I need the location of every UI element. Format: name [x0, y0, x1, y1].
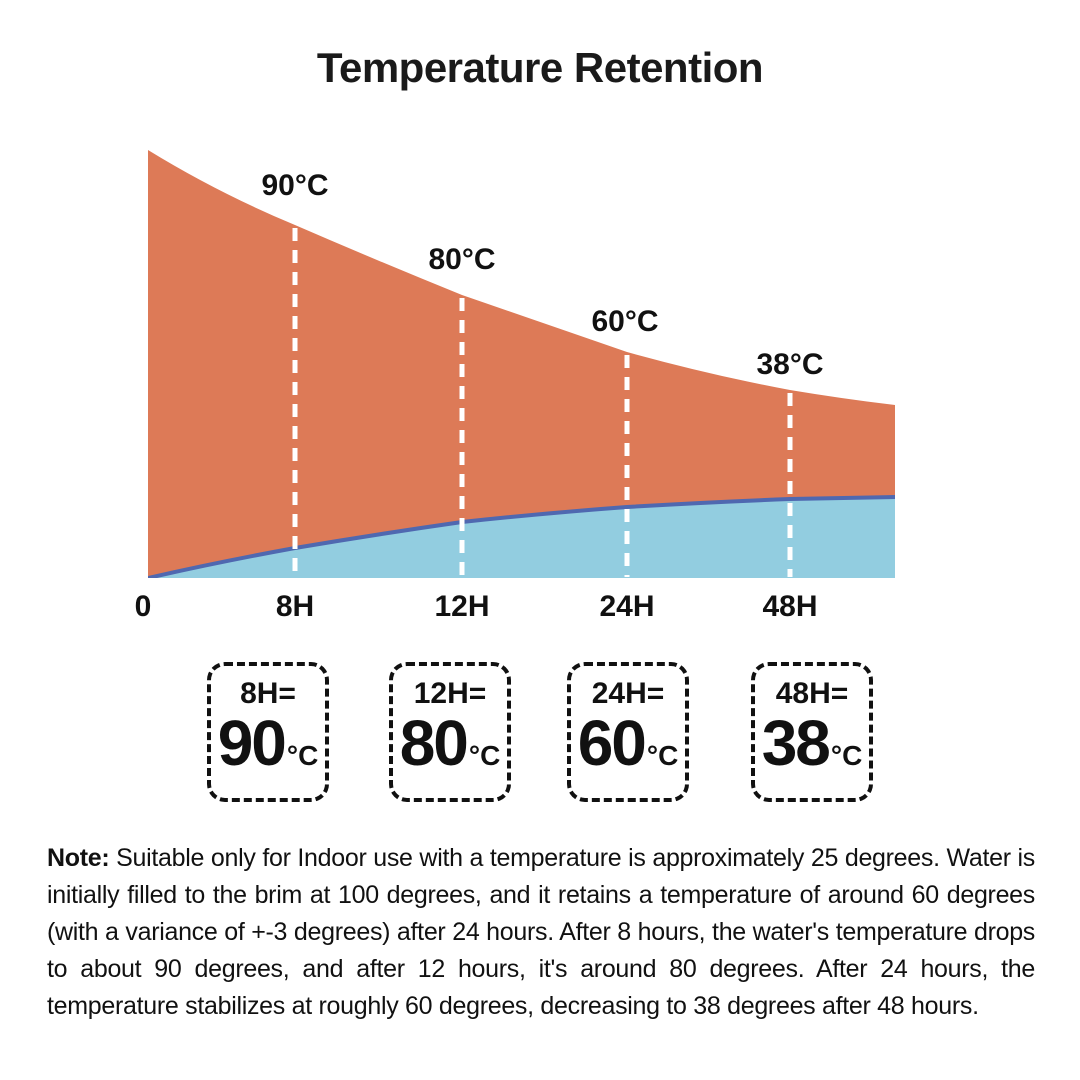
note-paragraph: Note: Suitable only for Indoor use with … — [47, 840, 1035, 1025]
note-label: Note: — [47, 844, 110, 872]
callout-12h-unit: °C — [468, 739, 501, 771]
callout-8h-label: 8H= — [240, 676, 296, 710]
callout-8h-unit: °C — [286, 739, 319, 771]
callout-48h-label: 48H= — [775, 676, 849, 710]
x-tick-48h: 48H — [762, 590, 818, 623]
callout-8h-value: 90 °C — [218, 711, 319, 788]
callout-12h-number: 80 — [399, 706, 469, 779]
x-tick-8h: 8H — [275, 590, 315, 623]
callout-24h-unit: °C — [646, 739, 679, 771]
boundary-line — [148, 495, 895, 578]
note-text: Suitable only for Indoor use with a temp… — [47, 844, 1035, 1020]
area-chart — [148, 150, 895, 578]
callout-24h: 24H= 60 °C — [567, 662, 689, 802]
annotation-38c: 38°C — [756, 348, 824, 381]
cooled-area — [148, 497, 895, 578]
callout-48h: 48H= 38 °C — [751, 662, 873, 802]
page-title: Temperature Retention — [316, 44, 764, 91]
callout-12h-value: 80 °C — [400, 711, 501, 788]
callout-12h-label: 12H= — [413, 676, 487, 710]
x-tick-12h: 12H — [434, 590, 490, 623]
callout-48h-unit: °C — [830, 739, 863, 771]
callout-24h-value: 60 °C — [578, 711, 679, 788]
hot-water-area — [148, 150, 895, 578]
callout-8h: 8H= 90 °C — [207, 662, 329, 802]
annotation-80c: 80°C — [428, 243, 496, 276]
callout-12h: 12H= 80 °C — [389, 662, 511, 802]
callout-24h-label: 24H= — [591, 676, 665, 710]
callout-48h-value: 38 °C — [762, 711, 863, 788]
callout-48h-number: 38 — [761, 706, 831, 779]
callout-8h-number: 90 — [217, 706, 287, 779]
annotation-90c: 90°C — [261, 169, 329, 202]
x-tick-24h: 24H — [599, 590, 655, 623]
annotation-60c: 60°C — [591, 305, 659, 338]
x-tick-0: 0 — [134, 590, 152, 623]
callout-24h-number: 60 — [577, 706, 647, 779]
